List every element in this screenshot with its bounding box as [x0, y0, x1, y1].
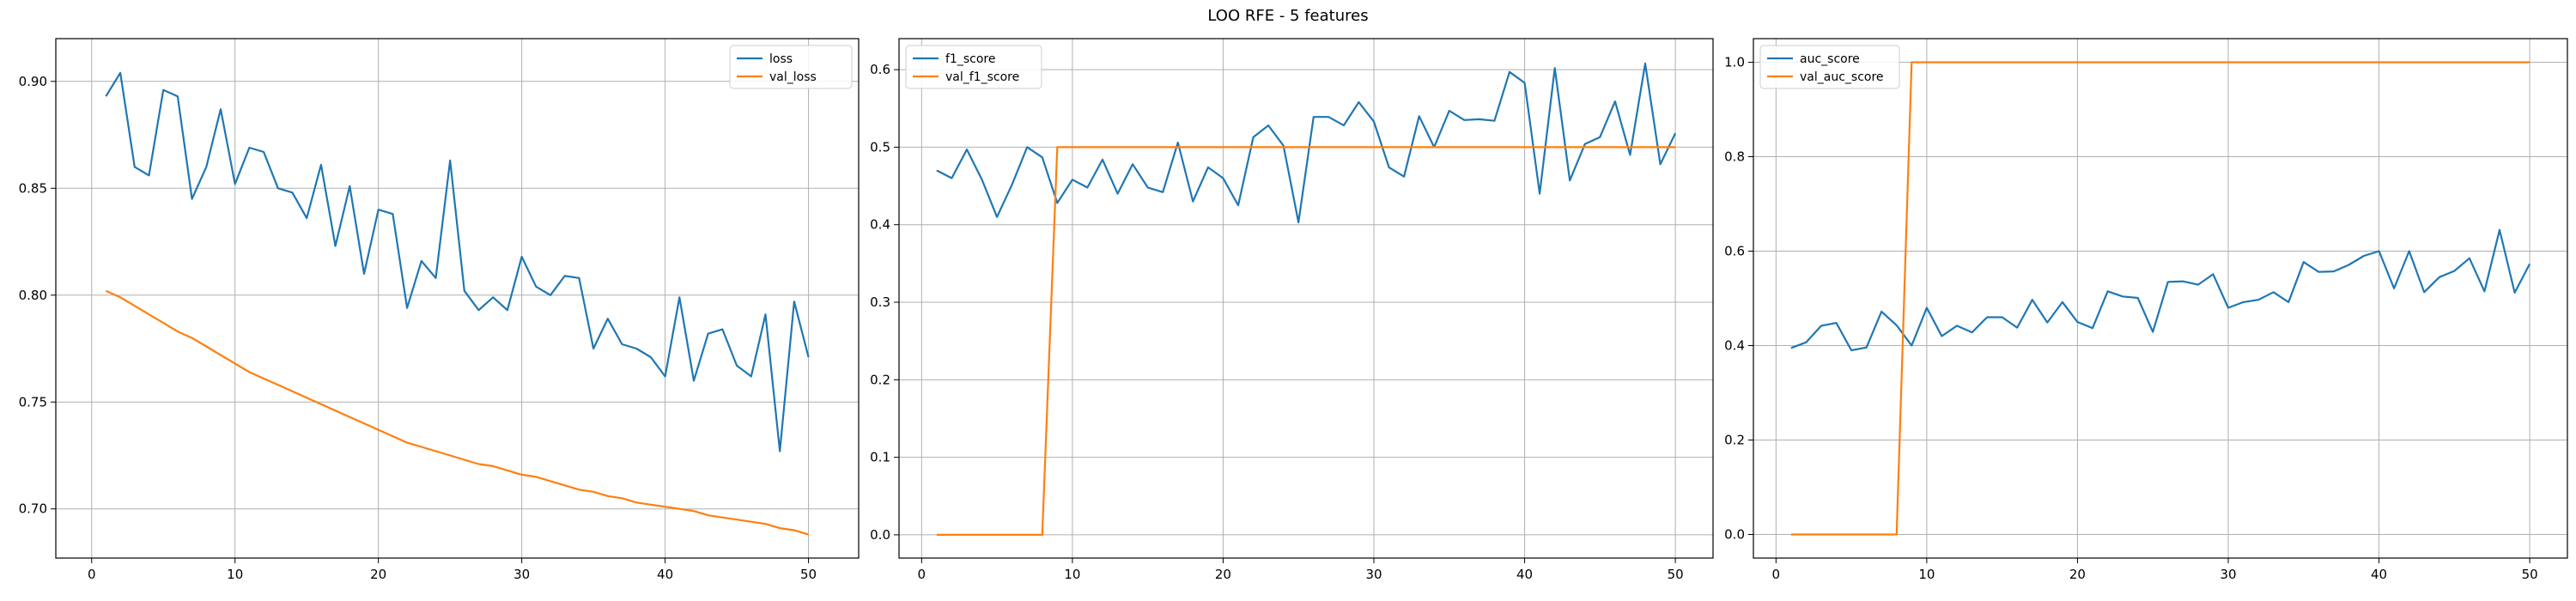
legend-label: val_auc_score [1800, 70, 1884, 84]
x-tick-label: 30 [2220, 567, 2236, 582]
legend: auc_score val_auc_score [1759, 45, 1900, 89]
chart-panel-3: 0 10 20 30 40 50 0.0 0.2 0.4 0.6 0.8 1.0 auc_scoreva… [1724, 38, 2568, 582]
y-tick-label: 0.3 [870, 294, 890, 310]
y-tick-label: 0.85 [19, 180, 47, 196]
legend: f1_score val_f1_score [905, 45, 1042, 89]
legend-label: auc_score [1800, 52, 1860, 66]
y-tick-label: 0.4 [870, 217, 890, 233]
y-tick-label: 0.0 [870, 527, 890, 543]
plot-frame [1753, 38, 2568, 559]
legend-box [1759, 45, 1900, 89]
x-tick-label: 0 [918, 567, 927, 582]
chart-panel-1: 0 10 20 30 40 50 0.70 0.75 0.80 0.85 0.90 loss val_l… [19, 38, 860, 582]
series-line-val-f1-score [936, 146, 1676, 537]
series-line-f1-score [936, 62, 1677, 224]
y-tick-label: 0.2 [870, 372, 890, 387]
x-tick-label: 10 [227, 567, 243, 582]
x-tick-label: 10 [1918, 567, 1935, 582]
y-tick-label: 0.0 [1724, 527, 1745, 543]
legend-box [905, 45, 1042, 89]
y-tick-label: 1.0 [1724, 55, 1745, 70]
x-tick-label: 30 [1365, 567, 1382, 582]
legend-label: loss [769, 52, 793, 66]
x-tick-label: 50 [2522, 567, 2538, 582]
x-tick-label: 50 [800, 567, 817, 582]
y-tick-label: 0.4 [1724, 338, 1745, 354]
legend-label: val_loss [769, 70, 817, 84]
plot-frame [55, 38, 860, 559]
series-line-auc-score [1790, 228, 2531, 352]
plot-frame [898, 38, 1714, 559]
y-tick-label: 0.1 [870, 450, 890, 465]
y-tick-label: 0.90 [19, 74, 47, 89]
y-tick-label: 0.8 [1724, 149, 1745, 165]
chart-panel-2: 0 10 20 30 40 50 0.0 0.1 0.2 0.3 0.4 0.5 0.6 f1_score… [870, 38, 1714, 582]
y-tick-label: 0.6 [1724, 244, 1745, 259]
series-line-val-loss [105, 289, 809, 536]
y-tick-label: 0.75 [19, 394, 47, 410]
y-tick-label: 0.5 [870, 139, 890, 155]
x-tick-label: 0 [88, 567, 96, 582]
series-line-loss [105, 71, 810, 452]
legend-label: val_f1_score [945, 70, 1019, 84]
x-tick-label: 40 [2371, 567, 2387, 582]
x-tick-label: 20 [1215, 567, 1231, 582]
series-line-val-auc-score [1790, 61, 2530, 536]
x-tick-label: 10 [1064, 567, 1080, 582]
y-tick-label: 0.80 [19, 288, 47, 303]
x-tick-label: 50 [1668, 567, 1684, 582]
x-tick-label: 40 [1516, 567, 1533, 582]
y-tick-label: 0.6 [870, 62, 890, 77]
x-tick-label: 0 [1772, 567, 1781, 582]
legend-box [729, 45, 853, 89]
x-tick-label: 30 [513, 567, 530, 582]
x-tick-label: 20 [2069, 567, 2086, 582]
legend: loss val_loss [729, 45, 853, 89]
legend-label: f1_score [945, 52, 995, 66]
x-tick-label: 20 [370, 567, 386, 582]
y-tick-label: 0.2 [1724, 433, 1745, 448]
y-tick-label: 0.70 [19, 501, 47, 517]
figure-title: LOO RFE - 5 features [1207, 7, 1369, 25]
x-tick-label: 40 [657, 567, 673, 582]
